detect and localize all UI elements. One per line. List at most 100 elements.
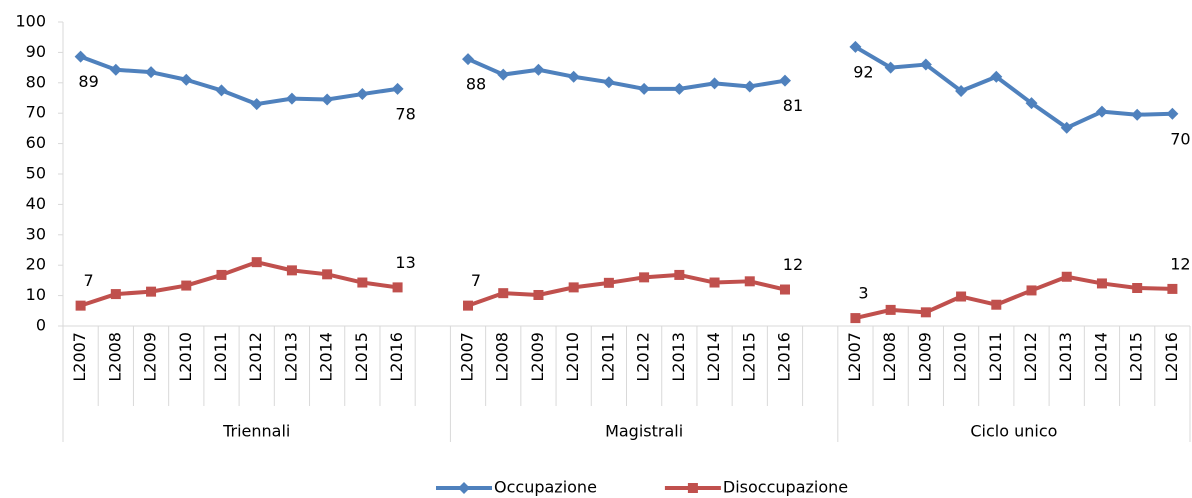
point <box>1166 107 1179 120</box>
point <box>1025 97 1038 110</box>
point <box>603 277 614 288</box>
point <box>602 76 615 89</box>
data-label: 3 <box>858 284 868 303</box>
x-tick-label: L2011 <box>598 332 617 382</box>
point <box>285 92 298 105</box>
y-tick-label: 80 <box>26 72 46 91</box>
x-tick-label: L2009 <box>141 332 160 382</box>
x-tick-label: L2013 <box>1056 332 1075 382</box>
data-label: 12 <box>783 255 803 274</box>
point <box>216 269 227 280</box>
x-tick-label: L2008 <box>880 332 899 382</box>
point <box>639 272 650 283</box>
point <box>885 304 896 315</box>
x-tick-label: L2014 <box>704 332 723 382</box>
point <box>1167 283 1178 294</box>
x-tick-label: L2010 <box>563 332 582 382</box>
group-label: Magistrali <box>605 422 683 441</box>
point <box>1026 285 1037 296</box>
series-line <box>79 45 1173 130</box>
legend-marker <box>687 483 698 493</box>
point <box>743 80 756 93</box>
point <box>1095 105 1108 118</box>
data-label: 12 <box>1170 254 1190 273</box>
x-tick-label: L2016 <box>387 332 406 382</box>
point <box>463 300 474 311</box>
point <box>638 82 651 95</box>
x-tick-label: L2011 <box>211 332 230 382</box>
point <box>709 277 720 288</box>
data-label: 81 <box>783 96 803 115</box>
y-tick-label: 40 <box>26 194 46 213</box>
x-tick-label: L2010 <box>176 332 195 382</box>
x-tick-label: L2015 <box>1127 332 1146 382</box>
point <box>145 66 158 79</box>
x-tick-label: L2014 <box>1091 332 1110 382</box>
point <box>391 82 404 95</box>
point <box>919 58 932 71</box>
point <box>920 307 931 318</box>
x-tick-label: L2015 <box>739 332 758 382</box>
data-label: 88 <box>466 75 486 94</box>
data-label: 13 <box>395 253 415 272</box>
y-tick-label: 50 <box>26 164 46 183</box>
x-tick-label: L2007 <box>845 332 864 382</box>
point <box>674 269 685 280</box>
y-tick-label: 20 <box>26 255 46 274</box>
point <box>498 288 509 299</box>
x-tick-label: L2009 <box>915 332 934 382</box>
point <box>533 289 544 300</box>
y-tick-label: 60 <box>26 133 46 152</box>
point <box>955 85 968 98</box>
point <box>322 269 333 280</box>
point <box>109 63 122 76</box>
point <box>1060 121 1073 134</box>
x-tick-label: L2007 <box>458 332 477 382</box>
x-tick-label: L2016 <box>1162 332 1181 382</box>
point <box>779 284 790 295</box>
point <box>356 88 369 101</box>
point <box>567 70 580 83</box>
x-tick-label: L2016 <box>774 332 793 382</box>
x-tick-label: L2008 <box>493 332 512 382</box>
x-tick-label: L2014 <box>317 332 336 382</box>
y-tick-label: 70 <box>26 103 46 122</box>
point <box>744 276 755 287</box>
point <box>250 98 263 111</box>
legend-label: Occupazione <box>494 478 597 497</box>
y-tick-label: 10 <box>26 285 46 304</box>
data-label: 7 <box>471 271 481 290</box>
x-tick-label: L2012 <box>634 332 653 382</box>
point <box>146 286 157 297</box>
point <box>849 40 862 53</box>
point <box>110 289 121 300</box>
x-tick-label: L2012 <box>1021 332 1040 382</box>
point <box>568 282 579 293</box>
point <box>1131 108 1144 121</box>
x-tick-label: L2007 <box>70 332 89 382</box>
legend-marker <box>458 482 470 494</box>
data-label: 78 <box>395 104 415 123</box>
point <box>956 291 967 302</box>
x-tick-label: L2010 <box>951 332 970 382</box>
point <box>286 265 297 276</box>
point <box>990 70 1003 83</box>
y-tick-label: 0 <box>36 316 46 335</box>
point <box>251 257 262 268</box>
group-label: Triennali <box>222 422 290 441</box>
data-label: 7 <box>84 271 94 290</box>
point <box>778 74 791 87</box>
x-tick-label: L2013 <box>669 332 688 382</box>
point <box>1061 271 1072 282</box>
point <box>215 84 228 97</box>
point <box>673 82 686 95</box>
x-tick-label: L2009 <box>528 332 547 382</box>
point <box>75 300 86 311</box>
y-tick-label: 100 <box>15 12 46 31</box>
data-label: 89 <box>78 72 98 91</box>
point <box>357 277 368 288</box>
point <box>850 313 861 324</box>
point <box>497 68 510 81</box>
y-tick-label: 30 <box>26 224 46 243</box>
